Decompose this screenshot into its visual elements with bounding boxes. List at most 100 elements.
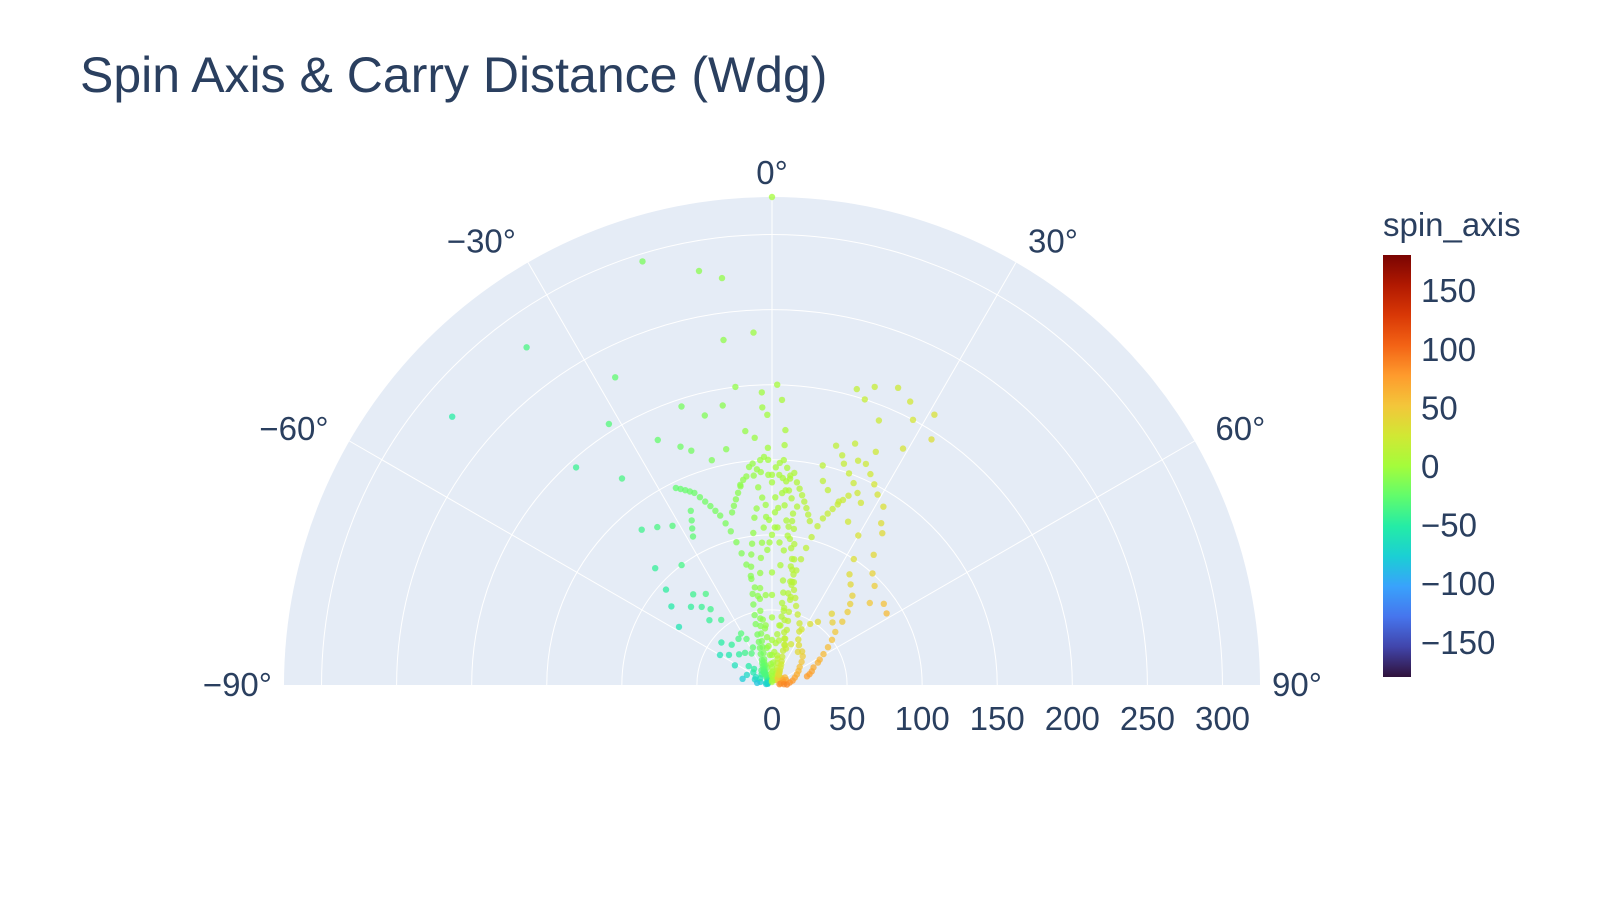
data-point	[766, 651, 774, 659]
data-point	[778, 613, 785, 620]
data-point	[783, 517, 790, 524]
data-point	[782, 635, 789, 642]
angular-tick-label: 0°	[756, 154, 788, 191]
data-point	[775, 671, 782, 679]
data-point	[907, 398, 914, 405]
data-point	[757, 607, 764, 614]
data-point	[847, 581, 854, 588]
data-point	[829, 619, 836, 626]
data-point	[803, 504, 810, 512]
data-point	[774, 631, 781, 638]
data-points	[449, 193, 938, 688]
colorbar-tick-label: 150	[1421, 272, 1476, 309]
radial-tick-label: 0	[763, 700, 781, 737]
angular-gridline	[349, 440, 773, 686]
data-point	[786, 596, 794, 603]
data-point	[854, 457, 862, 464]
data-point	[712, 507, 719, 514]
data-point	[687, 603, 695, 610]
data-point	[687, 507, 694, 514]
data-point	[909, 416, 917, 423]
data-point	[931, 411, 938, 418]
data-point	[707, 502, 714, 510]
data-point	[754, 592, 762, 600]
data-point	[870, 551, 877, 558]
data-point	[612, 374, 619, 381]
data-point	[762, 501, 769, 509]
data-point	[928, 436, 935, 443]
data-point	[854, 489, 861, 497]
data-point	[752, 673, 759, 681]
data-point	[820, 650, 827, 658]
data-point	[772, 464, 779, 471]
data-point	[751, 611, 758, 619]
angular-tick-label: −60°	[259, 410, 328, 447]
radial-tick-labels: 0 50 100 150 200 250 300	[763, 700, 1250, 737]
data-point	[750, 665, 758, 673]
data-point	[768, 614, 776, 621]
data-point	[866, 599, 873, 607]
data-point	[735, 635, 742, 642]
data-point	[717, 512, 724, 519]
data-point	[782, 426, 789, 434]
data-point	[739, 675, 746, 682]
data-point	[689, 533, 697, 540]
data-point	[832, 628, 839, 636]
data-point	[750, 529, 757, 537]
colorbar-tick-label: −100	[1421, 565, 1495, 602]
angular-gridline	[527, 262, 773, 686]
data-point	[880, 600, 887, 607]
data-point	[828, 610, 835, 617]
data-point	[764, 411, 771, 418]
data-point	[867, 470, 874, 478]
data-point	[819, 477, 827, 485]
data-point	[850, 479, 857, 487]
data-point	[774, 381, 781, 388]
data-point	[743, 671, 751, 679]
data-point	[702, 590, 709, 598]
data-point	[706, 617, 713, 624]
data-point	[803, 673, 811, 680]
data-point	[899, 445, 907, 452]
data-point	[768, 669, 775, 677]
data-point	[792, 594, 799, 602]
data-point	[768, 531, 776, 538]
data-point	[767, 660, 775, 668]
data-point	[678, 561, 685, 569]
data-point	[731, 662, 739, 669]
data-point	[796, 485, 803, 492]
data-point	[718, 274, 726, 282]
data-point	[799, 653, 806, 660]
data-point	[768, 569, 776, 576]
data-point	[785, 590, 792, 597]
data-point	[638, 526, 645, 533]
data-point	[618, 475, 626, 482]
data-point	[605, 420, 613, 428]
data-point	[750, 472, 757, 479]
data-point	[678, 403, 685, 410]
data-point	[784, 617, 792, 625]
data-point	[846, 571, 853, 578]
data-point	[730, 502, 738, 509]
data-point	[768, 193, 776, 201]
data-point	[776, 681, 783, 688]
angular-tick-label: 60°	[1215, 410, 1265, 447]
data-point	[784, 464, 791, 471]
data-point	[771, 509, 779, 516]
data-point	[819, 515, 827, 522]
data-point	[696, 494, 704, 501]
data-point	[839, 452, 846, 459]
data-point	[786, 535, 794, 543]
data-point	[759, 404, 766, 411]
data-point	[845, 492, 852, 499]
radial-tick-label: 50	[829, 700, 866, 737]
data-point	[771, 524, 778, 531]
data-point	[789, 510, 797, 517]
data-point	[788, 578, 796, 585]
data-point	[677, 443, 684, 450]
data-point	[701, 412, 708, 419]
data-point	[781, 441, 788, 449]
data-point	[792, 602, 800, 610]
data-point	[814, 659, 822, 666]
